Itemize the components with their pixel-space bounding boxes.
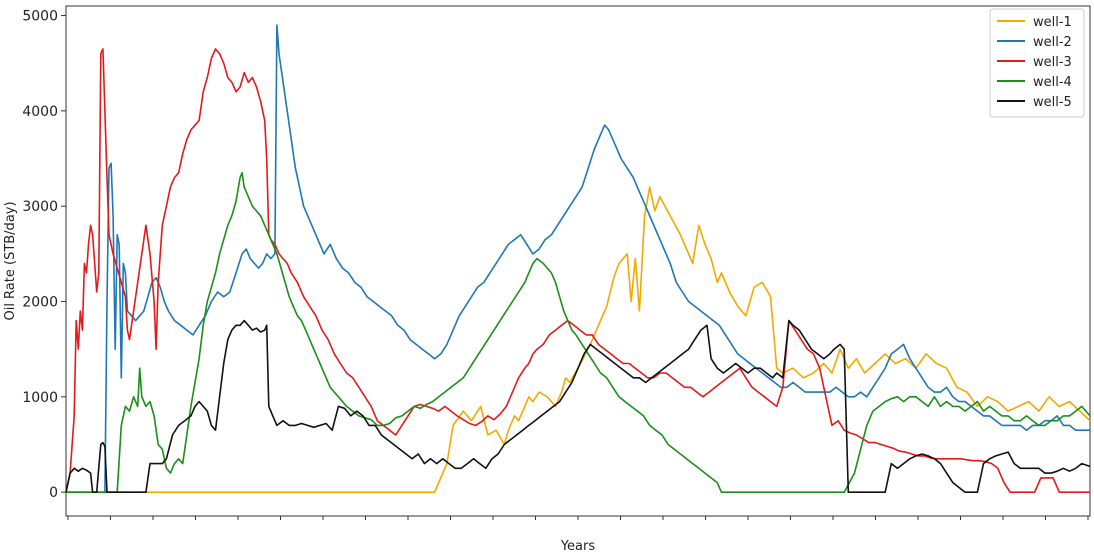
- y-tick-label: 0: [49, 485, 58, 501]
- series-line-well-1: [66, 186, 1091, 493]
- series-line-well-5: [65, 319, 1091, 493]
- y-tick-label: 1000: [22, 390, 58, 406]
- x-axis-title: Years: [560, 539, 596, 554]
- series-layer: [65, 24, 1091, 493]
- x-axis: [67, 516, 1089, 520]
- legend-label-well-1: well-1: [1033, 15, 1072, 30]
- y-tick-label: 4000: [22, 104, 58, 120]
- legend-label-well-5: well-5: [1033, 95, 1072, 110]
- legend-label-well-4: well-4: [1033, 75, 1072, 90]
- legend-label-well-3: well-3: [1033, 55, 1072, 70]
- y-axis-title: Oil Rate (STB/day): [3, 201, 18, 320]
- series-line-well-3: [65, 48, 1090, 493]
- y-tick-label: 3000: [22, 199, 58, 215]
- y-tick-label: 2000: [22, 295, 58, 311]
- y-axis: 0 1000 2000 3000 4000 5000: [22, 9, 66, 501]
- plot-area: [65, 5, 1091, 517]
- legend: well-1 well-2 well-3 well-4 well-5: [989, 8, 1085, 118]
- legend-box: [989, 8, 1085, 118]
- series-line-well-4: [66, 172, 1091, 493]
- y-tick-label: 5000: [22, 9, 58, 25]
- legend-label-well-2: well-2: [1033, 35, 1072, 50]
- series-line-well-2: [66, 24, 1090, 493]
